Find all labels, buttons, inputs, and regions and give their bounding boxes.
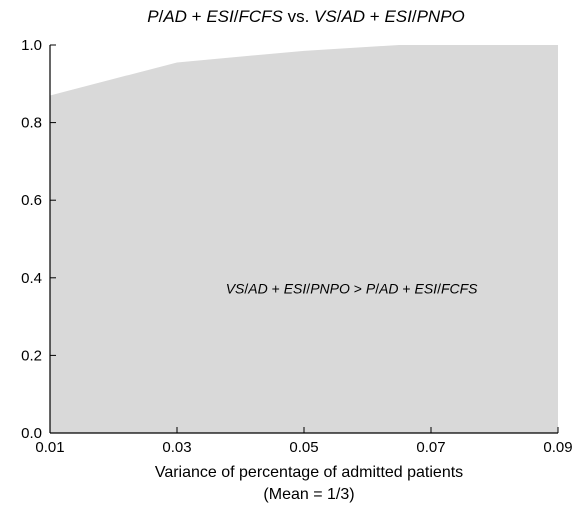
x-tick-label: 0.07 — [416, 439, 445, 456]
x-axis-label-note: (Mean = 1/3) — [263, 486, 354, 503]
chart-title: P/AD + ESI/FCFS vs. VS/AD + ESI/PNPO — [147, 7, 465, 26]
x-axis-label: Variance of percentage of admitted patie… — [155, 464, 463, 481]
shaded-region — [50, 45, 558, 433]
y-tick-label: 0.8 — [21, 115, 42, 132]
x-tick-label: 0.03 — [162, 439, 191, 456]
y-tick-label: 0.0 — [21, 425, 42, 442]
x-tick-label: 0.01 — [35, 439, 64, 456]
plot-area: 0.0 0.2 0.4 0.6 0.8 1.0 0.01 0.03 0.05 0.07 0.09 — [21, 37, 572, 456]
region-annotation: VS/AD + ESI/PNPO > P/AD + ESI/FCFS — [226, 280, 478, 296]
y-tick-label: 0.6 — [21, 192, 42, 209]
x-tick-label: 0.09 — [543, 439, 572, 456]
y-tick-label: 0.2 — [21, 347, 42, 364]
x-tick-label: 0.05 — [289, 439, 318, 456]
y-tick-label: 0.4 — [21, 270, 42, 287]
y-tick-label: 1.0 — [21, 37, 42, 54]
